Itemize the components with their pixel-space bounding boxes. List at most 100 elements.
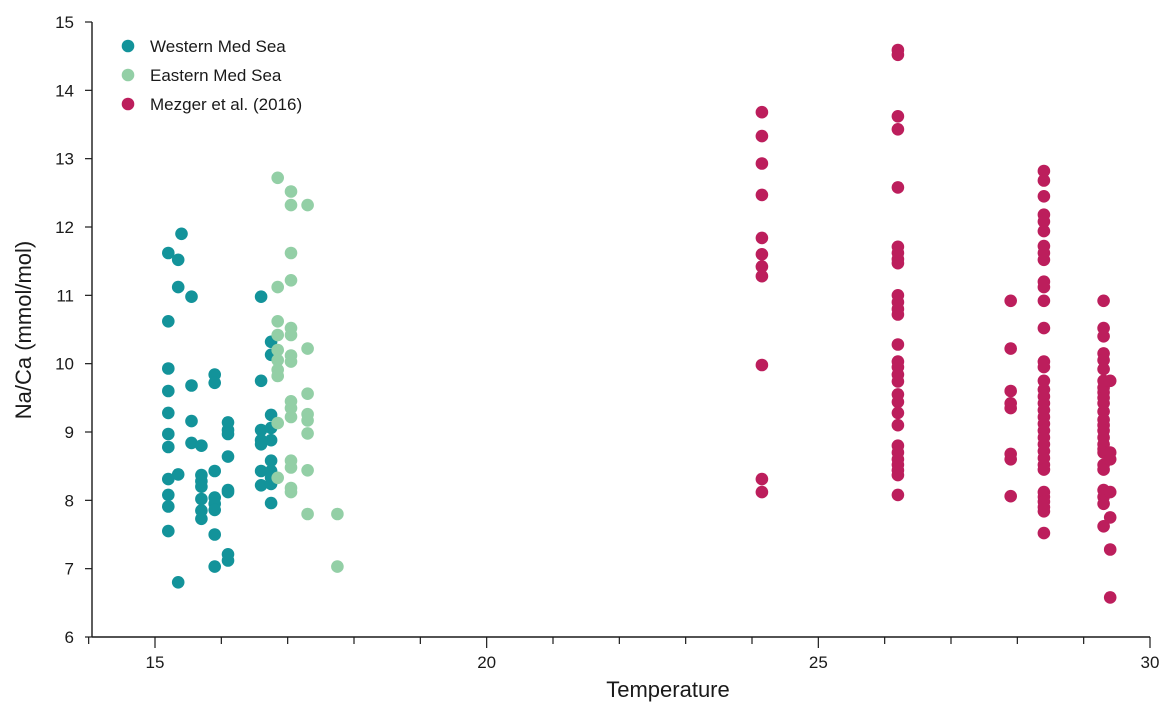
- legend-label-2: Eastern Med Sea: [150, 66, 282, 85]
- y-tick-label-11: 11: [56, 286, 74, 305]
- data-point: [891, 308, 905, 321]
- data-point: [195, 492, 208, 506]
- y-tick-label-9: 9: [65, 423, 74, 442]
- x-axis-ticks: 15 20 25 30: [88, 637, 1159, 672]
- data-point: [264, 496, 278, 510]
- data-point: [755, 129, 769, 143]
- data-point: [1037, 174, 1051, 187]
- data-point: [755, 472, 769, 486]
- data-point: [1037, 190, 1051, 203]
- data-point: [891, 375, 905, 388]
- series-3-points: [755, 43, 1117, 604]
- data-point: [162, 315, 175, 328]
- data-point: [185, 414, 198, 428]
- data-point: [1103, 543, 1117, 556]
- data-point: [208, 503, 221, 517]
- y-tick-label-10: 10: [55, 355, 74, 374]
- data-point: [1037, 164, 1051, 178]
- x-tick-label-15: 15: [146, 653, 165, 672]
- data-point: [195, 512, 208, 526]
- data-point: [891, 110, 905, 123]
- data-point: [1037, 505, 1051, 518]
- data-point: [271, 315, 285, 328]
- data-point: [891, 418, 905, 432]
- data-point: [264, 454, 278, 468]
- x-tick-label-20: 20: [477, 653, 496, 672]
- data-point: [284, 185, 298, 198]
- data-point: [271, 171, 285, 185]
- x-tick-label-25: 25: [809, 653, 828, 672]
- data-points: [162, 43, 1117, 604]
- data-point: [221, 450, 235, 463]
- data-point: [254, 290, 268, 304]
- y-tick-label-14: 14: [55, 81, 74, 100]
- y-tick-label-8: 8: [65, 491, 74, 510]
- legend-label-3: Mezger et al. (2016): [150, 95, 302, 114]
- data-point: [208, 464, 221, 478]
- data-point: [254, 438, 268, 451]
- data-point: [1037, 294, 1051, 308]
- data-point: [891, 181, 905, 194]
- data-point: [891, 338, 905, 351]
- data-point: [271, 353, 285, 367]
- data-point: [254, 423, 268, 437]
- data-point: [195, 480, 208, 494]
- data-point: [284, 355, 298, 368]
- y-axis-title: Na/Ca (mmol/mol): [11, 241, 36, 419]
- data-point: [1097, 520, 1110, 533]
- data-point: [755, 485, 769, 499]
- data-point: [1037, 526, 1051, 540]
- data-point: [1097, 463, 1110, 476]
- data-point: [301, 342, 314, 355]
- data-point: [162, 406, 175, 420]
- data-point: [221, 485, 235, 499]
- data-point: [185, 436, 198, 450]
- data-point: [162, 524, 175, 538]
- data-point: [891, 406, 905, 420]
- data-point: [284, 198, 298, 212]
- data-point: [1004, 294, 1017, 308]
- data-point: [208, 560, 221, 573]
- data-point: [755, 105, 769, 119]
- data-point: [271, 328, 285, 342]
- legend: Western Med Sea Eastern Med Sea Mezger et …: [121, 37, 302, 114]
- data-point: [891, 395, 905, 409]
- y-tick-label-6: 6: [65, 628, 74, 647]
- data-point: [755, 248, 769, 261]
- data-point: [891, 488, 905, 502]
- data-point: [1103, 591, 1117, 604]
- x-axis-title: Temperature: [606, 677, 730, 702]
- data-point: [254, 374, 268, 388]
- data-point: [162, 246, 175, 260]
- data-point: [1097, 497, 1110, 511]
- data-point: [271, 471, 285, 485]
- data-point: [271, 416, 285, 430]
- data-point: [301, 387, 314, 401]
- data-point: [254, 464, 268, 478]
- legend-marker-3: [121, 97, 135, 111]
- data-point: [1037, 463, 1051, 476]
- series-2-points: [271, 171, 344, 573]
- data-point: [331, 507, 344, 521]
- data-point: [162, 362, 175, 375]
- data-point: [271, 343, 285, 357]
- y-tick-label-13: 13: [55, 150, 74, 169]
- data-point: [221, 427, 235, 441]
- data-point: [175, 227, 188, 241]
- data-point: [301, 507, 314, 521]
- data-point: [1037, 374, 1051, 388]
- data-point: [1103, 511, 1117, 524]
- data-point: [271, 280, 285, 294]
- data-point: [284, 401, 298, 415]
- data-point: [284, 410, 298, 424]
- data-point: [284, 274, 298, 287]
- data-point: [1103, 485, 1117, 499]
- data-point: [301, 427, 314, 440]
- data-point: [162, 384, 175, 398]
- data-point: [1004, 342, 1017, 355]
- data-point: [1037, 321, 1051, 335]
- data-point: [171, 576, 185, 589]
- data-point: [1097, 330, 1110, 343]
- data-point: [185, 290, 198, 304]
- data-point: [171, 280, 185, 294]
